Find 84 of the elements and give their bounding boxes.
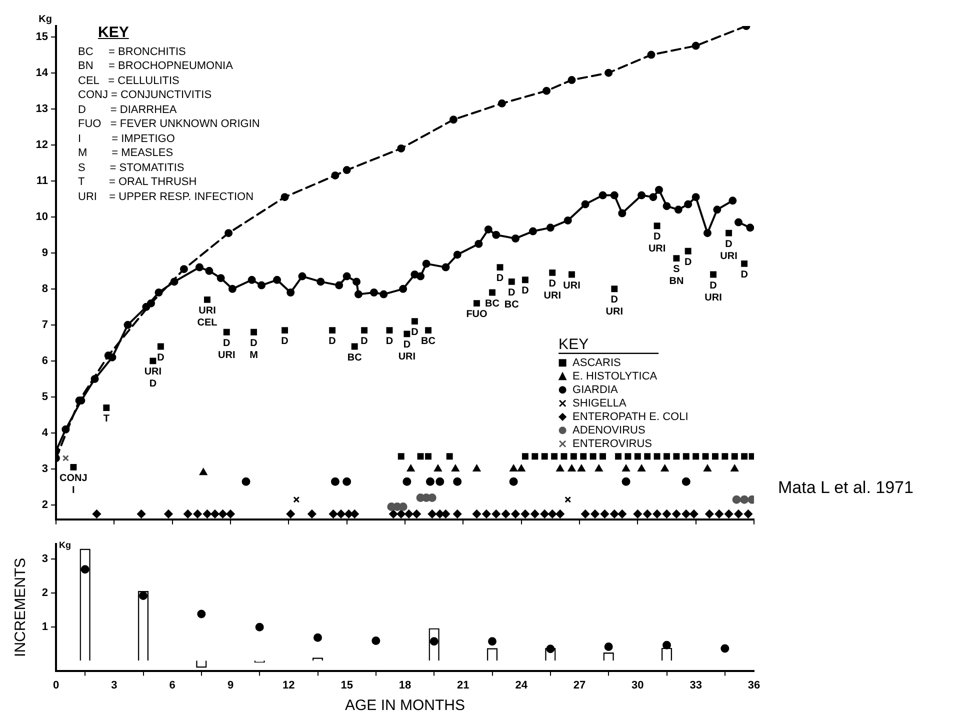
y-tick-label: 12	[36, 138, 48, 151]
text: Mata L et al. 1971	[778, 478, 914, 498]
x-tick-label: 3	[111, 679, 118, 692]
x-tick-label: 27	[573, 679, 586, 692]
data-label: D	[328, 336, 336, 348]
y-tick-label: 3	[42, 463, 48, 476]
y-tick-label: 14	[36, 66, 49, 79]
annotation: BC = BRONCHITIS	[78, 44, 187, 59]
data-label: D M	[250, 338, 258, 361]
x-tick-label: 24	[515, 679, 528, 692]
y-tick-label: 3	[42, 553, 48, 566]
data-label: D	[684, 256, 692, 268]
data-label: D	[281, 336, 288, 348]
data-label: D URI	[720, 238, 738, 262]
annotation: D = DIARRHEA	[78, 102, 178, 117]
data-label: D	[740, 269, 748, 280]
y-tick-label: 13	[36, 102, 48, 115]
data-label: D URI	[606, 294, 624, 318]
data-label: S BN	[669, 264, 684, 288]
x-tick-label: 18	[398, 679, 412, 692]
legend-label: ENTEROPATH E. COLI	[572, 410, 688, 423]
annotation: FUO = FEVER UNKNOWN ORIGIN	[78, 117, 260, 132]
annotation: KEY	[98, 24, 130, 41]
data-label: BC	[485, 298, 500, 310]
x-tick-label: 15	[340, 679, 353, 692]
data-label: URI CEL	[197, 305, 218, 328]
x-tick-label: 36	[748, 679, 760, 692]
y-tick-label: 5	[42, 390, 48, 403]
annotation: CEL = CELLULITIS	[78, 74, 180, 88]
data-label: CONJ I	[60, 472, 88, 496]
legend-label: E. HISTOLYTICA	[572, 370, 658, 382]
data-label: D URI	[704, 280, 722, 304]
data-label: URI D	[144, 366, 162, 390]
data-label: D URI	[398, 340, 416, 363]
y-axis-title: INCREMENTS	[12, 558, 30, 657]
y-tick-label: 2	[42, 587, 48, 600]
y-axis-title: Kg	[38, 14, 52, 25]
y-tick-label: 6	[42, 354, 48, 367]
y-tick-label: 2	[42, 499, 48, 512]
x-tick-label: 9	[227, 679, 234, 692]
data-label: FUO	[466, 309, 488, 320]
legend-label: ASCARIS	[572, 356, 621, 369]
y-tick-label: 7	[42, 318, 48, 331]
y-tick-label: 15	[36, 30, 48, 43]
x-tick-label: 12	[282, 679, 295, 692]
data-label: D BC	[504, 287, 519, 310]
data-label: D	[411, 327, 418, 338]
x-tick-label: 30	[632, 679, 644, 692]
annotation: Kg	[59, 540, 71, 550]
x-tick-label: 0	[52, 679, 60, 692]
x-tick-label: 6	[169, 679, 176, 692]
data-label: D	[496, 273, 504, 284]
data-label: D	[157, 352, 164, 364]
y-tick-label: 10	[36, 210, 48, 223]
y-tick-label: 11	[36, 174, 48, 187]
legend-title: KEY	[558, 336, 589, 353]
data-label: D URI	[218, 338, 236, 361]
annotation: CONJ = CONJUNCTIVITIS	[78, 88, 213, 102]
y-tick-label: 8	[42, 282, 48, 295]
legend-label: ADENOVIRUS	[572, 424, 646, 436]
annotation: T = ORAL THRUSH	[78, 175, 198, 190]
annotation: URI = UPPER RESP. INFECTION	[78, 190, 255, 204]
data-label: BC	[347, 352, 362, 364]
y-tick-label: 9	[42, 246, 48, 259]
data-label: D	[522, 286, 529, 297]
data-label: D	[386, 336, 394, 348]
legend-label: SHIGELLA	[572, 397, 628, 410]
data-label: D URI	[544, 278, 562, 302]
legend-label: ENTEROVIRUS	[572, 438, 652, 450]
y-tick-label: 4	[42, 426, 49, 439]
annotation: I = IMPETIGO	[78, 132, 176, 146]
data-label: T	[103, 414, 110, 425]
x-tick-label: 21	[457, 679, 470, 692]
legend-label: GIARDIA	[572, 384, 618, 396]
x-tick-label: 33	[690, 679, 702, 692]
x-axis-title: AGE IN MONTHS	[344, 697, 466, 714]
data-label: D URI	[648, 232, 666, 255]
annotation: S = STOMATITIS	[78, 160, 186, 175]
data-label: URI	[563, 280, 581, 292]
annotation: M = MEASLES	[78, 146, 174, 160]
data-label: BC	[421, 336, 436, 348]
y-tick-label: 1	[42, 620, 48, 633]
data-label: D	[360, 336, 368, 348]
annotation: BN = BROCHOPNEUMONIA	[78, 59, 234, 74]
